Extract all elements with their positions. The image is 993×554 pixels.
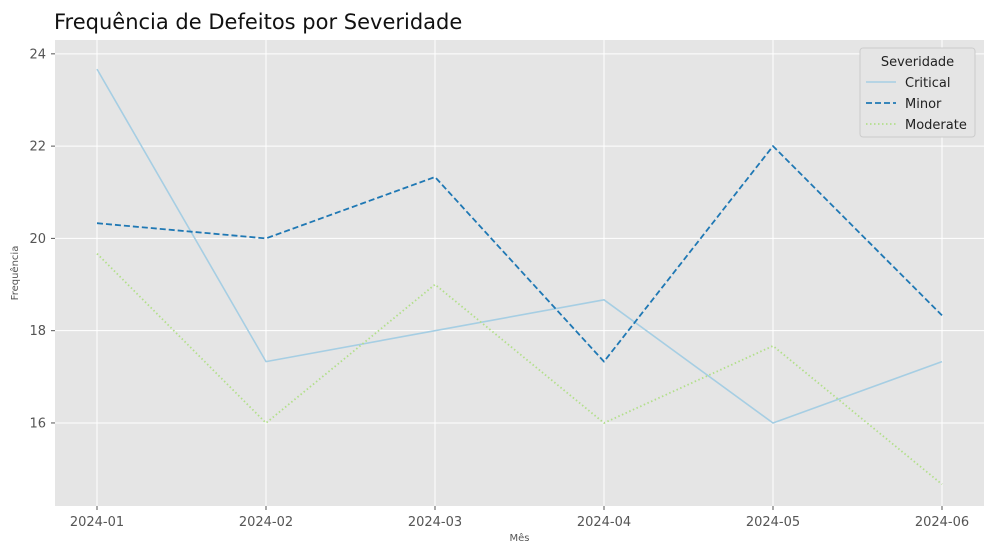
y-axis-ticks: 16 18 20 22 24 [29, 47, 55, 431]
legend-label-critical: Critical [905, 76, 950, 91]
y-tick-label: 20 [29, 232, 46, 247]
x-tick-label: 2024-03 [408, 515, 462, 530]
chart-title: Frequência de Defeitos por Severidade [54, 10, 462, 34]
x-axis-label: Mês [510, 532, 530, 544]
x-tick-label: 2024-02 [239, 515, 293, 530]
y-tick-label: 16 [29, 416, 46, 431]
legend-label-minor: Minor [905, 97, 942, 112]
x-tick-label: 2024-06 [915, 515, 969, 530]
x-tick-label: 2024-05 [746, 515, 800, 530]
series-lines [96, 68, 943, 485]
series-line-minor [96, 145, 943, 363]
legend-box [859, 47, 976, 138]
y-tick-label: 24 [29, 47, 46, 62]
x-tick-label: 2024-04 [577, 515, 631, 530]
y-tick-label: 22 [29, 140, 46, 155]
legend-title: Severidade [881, 55, 954, 70]
x-tick-label: 2024-01 [70, 515, 124, 530]
x-axis-ticks: 2024-01 2024-02 2024-03 2024-04 2024-05 2024-… [70, 506, 969, 530]
y-tick-label: 18 [29, 324, 46, 339]
legend-label-moderate: Moderate [905, 118, 967, 133]
y-axis-label: Frequência [9, 246, 21, 301]
plot-area [55, 40, 984, 506]
legend-items: Critical Minor Moderate [866, 76, 967, 133]
series-line-critical [96, 68, 943, 424]
legend: Severidade Critical Minor Moderate [859, 47, 976, 138]
